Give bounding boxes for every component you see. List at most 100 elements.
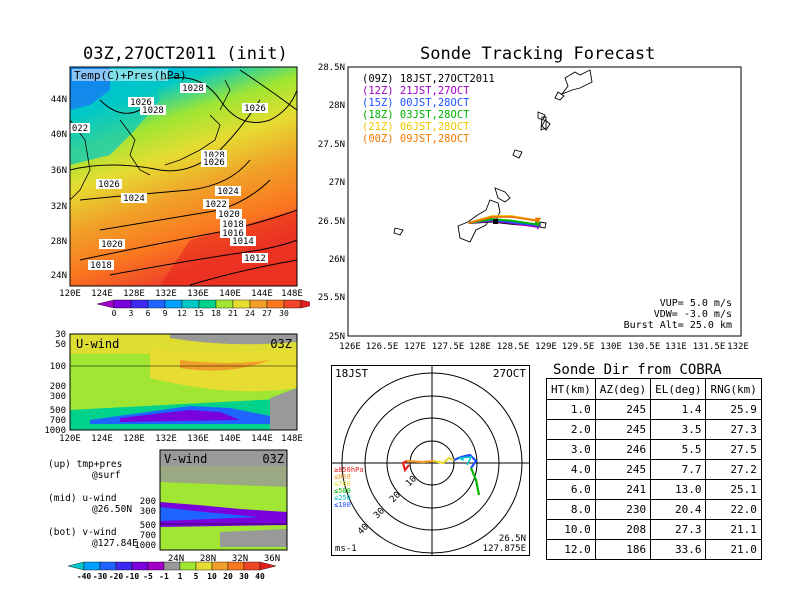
svg-text:≤100: ≤100 — [334, 501, 351, 509]
table-cell: 245 — [594, 399, 652, 420]
svg-text:1026: 1026 — [98, 180, 120, 190]
svg-text:28N: 28N — [329, 101, 345, 111]
svg-text:132E: 132E — [155, 434, 177, 444]
svg-text:130E: 130E — [600, 342, 622, 352]
track-legend-4: (21Z) 06JST,28OCT — [362, 121, 470, 133]
svg-text:6: 6 — [146, 309, 151, 318]
colorbar-swatch — [211, 561, 229, 571]
svg-text:36N: 36N — [264, 554, 280, 564]
track-legend-3: (18Z) 03JST,28OCT — [362, 109, 470, 121]
table-cell: 7.7 — [650, 459, 707, 480]
svg-text:-1: -1 — [159, 572, 169, 581]
colorbar-swatch — [227, 561, 245, 571]
svg-text:700: 700 — [50, 416, 66, 426]
hodograph: 10 20 30 40 18JST 27OCT ≥850hPa ≤850 ≤70… — [331, 365, 530, 556]
svg-text:20: 20 — [223, 572, 233, 581]
svg-text:1016: 1016 — [222, 229, 244, 239]
table-cell: 27.5 — [705, 439, 762, 460]
svg-text:VUP= 5.0 m/s: VUP= 5.0 m/s — [660, 298, 732, 309]
svg-text:15: 15 — [194, 309, 204, 318]
table-cell: 245 — [594, 459, 652, 480]
svg-text:≥850hPa: ≥850hPa — [334, 466, 364, 474]
svg-text:1012: 1012 — [244, 254, 266, 264]
svg-text:127E: 127E — [404, 342, 426, 352]
table-cell: 13.0 — [650, 479, 707, 500]
table-cell: 21.0 — [705, 539, 762, 560]
table-cell: 25.9 — [705, 399, 762, 420]
table-row: 2.0 245 3.5 27.3 — [546, 419, 762, 440]
table-cell: 27.2 — [705, 459, 762, 480]
sonde-direction-table: HT(km) AZ(deg) EL(deg) RNG(km) 1.0 245 1.4… — [546, 378, 762, 560]
svg-text:1028: 1028 — [203, 151, 225, 161]
svg-text:03Z: 03Z — [270, 337, 292, 351]
table-cell: 186 — [594, 539, 652, 560]
svg-text:24: 24 — [245, 309, 255, 318]
svg-text:27N: 27N — [329, 178, 345, 188]
svg-text:120E: 120E — [59, 289, 81, 299]
svg-text:36N: 36N — [51, 166, 67, 176]
sonde-track-map: (09Z) 18JST,27OCT2011 (12Z) 21JST,27OCT … — [318, 63, 749, 352]
svg-text:128E: 128E — [123, 289, 145, 299]
svg-text:44N: 44N — [51, 95, 67, 105]
track-legend-1: (12Z) 21JST,27OCT — [362, 85, 470, 97]
colorbar-swatch — [130, 299, 149, 309]
svg-text:3: 3 — [129, 309, 134, 318]
table-row: 3.0 246 5.5 27.5 — [546, 439, 762, 460]
table-cell: 27.3 — [650, 519, 707, 540]
track-panel-title: Sonde Tracking Forecast — [420, 44, 656, 64]
svg-text:30: 30 — [239, 572, 249, 581]
table-cell: 3.5 — [650, 419, 707, 440]
svg-text:VDW= -3.0 m/s: VDW= -3.0 m/s — [654, 309, 732, 320]
map-variable-label: Temp(C)+Pres(hPa) — [74, 69, 187, 82]
table-cell: 12.0 — [546, 539, 596, 560]
colorbar-swatch — [147, 561, 165, 571]
temperature-colorbar — [96, 299, 310, 309]
table-row: 6.0 241 13.0 25.1 — [546, 479, 762, 500]
svg-text:28N: 28N — [200, 554, 216, 564]
colorbar-swatch — [259, 561, 277, 571]
svg-text:129.5E: 129.5E — [562, 342, 595, 352]
u-wind-label: U-wind — [76, 337, 119, 351]
table-cell: 22.0 — [705, 499, 762, 520]
svg-text:1024: 1024 — [123, 194, 145, 204]
table-row: 8.0 230 20.4 22.0 — [546, 499, 762, 520]
svg-text:-30: -30 — [93, 572, 108, 581]
svg-text:1022: 1022 — [205, 200, 227, 210]
svg-text:126E: 126E — [339, 342, 361, 352]
svg-text:136E: 136E — [187, 434, 209, 444]
svg-text:128E: 128E — [123, 434, 145, 444]
svg-text:25.5N: 25.5N — [318, 293, 345, 303]
colorbar-swatch — [232, 299, 251, 309]
svg-text:40: 40 — [255, 572, 265, 581]
sonde-burst-marker — [534, 217, 541, 224]
svg-text:130.5E: 130.5E — [628, 342, 661, 352]
svg-text:300: 300 — [140, 507, 156, 517]
track-legend-5: (00Z) 09JST,28OCT — [362, 133, 470, 145]
table-header-row: HT(km) AZ(deg) EL(deg) RNG(km) — [546, 378, 762, 400]
svg-text:1026: 1026 — [203, 158, 225, 168]
svg-text:28.5N: 28.5N — [318, 63, 345, 73]
v-wind-section: V-wind 03Z 200 300 500 700 1000 24N 28N … — [134, 449, 288, 564]
svg-text:18JST: 18JST — [335, 367, 368, 380]
svg-text:127.5E: 127.5E — [432, 342, 465, 352]
svg-text:30: 30 — [55, 330, 66, 340]
colorbar-swatch — [266, 299, 285, 309]
svg-text:26N: 26N — [329, 255, 345, 265]
svg-text:300: 300 — [50, 392, 66, 402]
svg-text:10: 10 — [207, 572, 217, 581]
svg-text:≤500: ≤500 — [334, 487, 351, 495]
svg-text:1026: 1026 — [244, 104, 266, 114]
svg-text:140E: 140E — [219, 434, 241, 444]
v-wind-label: V-wind — [164, 452, 207, 466]
svg-text:-10: -10 — [125, 572, 140, 581]
svg-text:1026: 1026 — [130, 98, 152, 108]
svg-text:26.5N: 26.5N — [499, 534, 526, 544]
sonde-track-line — [468, 218, 539, 226]
colorbar-swatch — [215, 299, 234, 309]
svg-text:022: 022 — [72, 124, 88, 134]
table-cell: 230 — [594, 499, 652, 520]
svg-text:1020: 1020 — [218, 210, 240, 220]
svg-text:≤700: ≤700 — [334, 480, 351, 488]
sonde-burst-marker — [534, 221, 541, 228]
table-cell: 1.4 — [650, 399, 707, 420]
